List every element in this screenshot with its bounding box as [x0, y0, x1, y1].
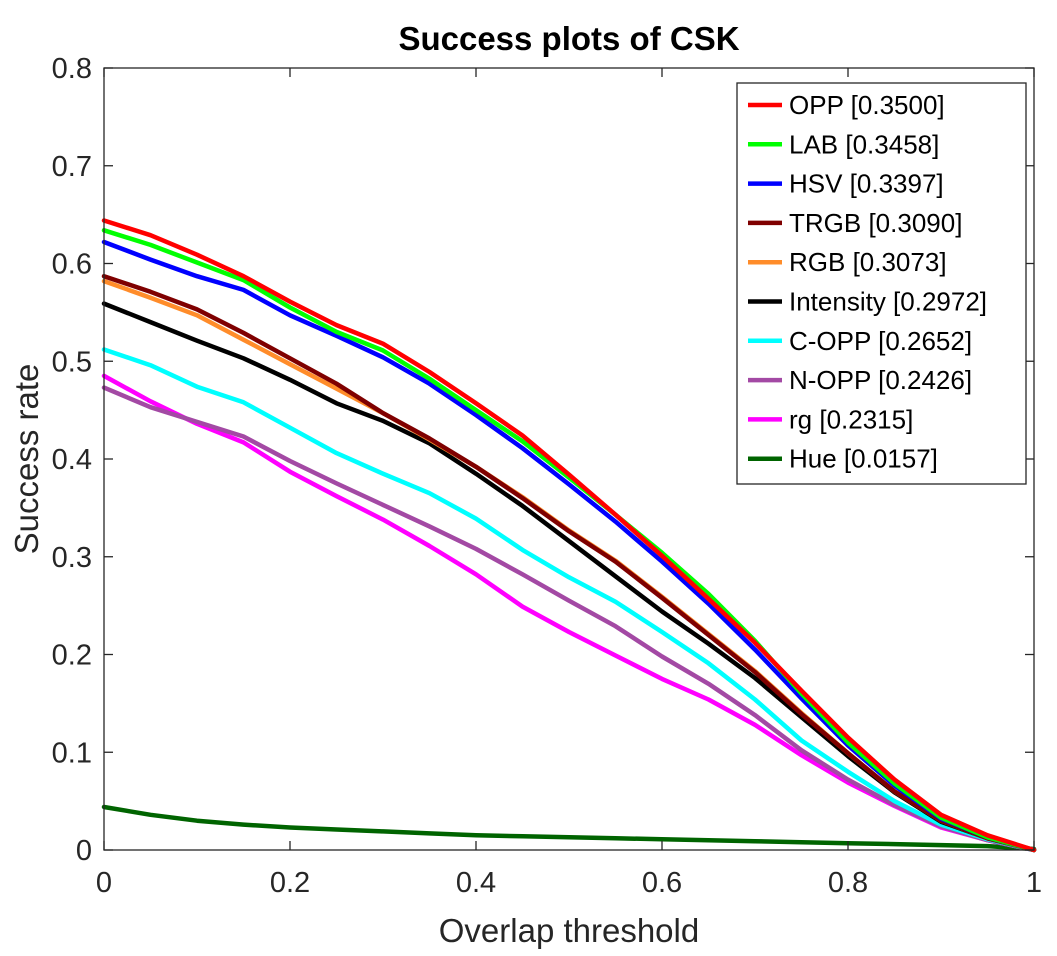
chart-title: Success plots of CSK [398, 20, 739, 57]
series-line-3 [101, 273, 1037, 853]
legend-label-3: TRGB [0.3090] [789, 208, 962, 238]
legend-label-5: Intensity [0.2972] [789, 287, 987, 317]
series-line-9 [101, 804, 1037, 852]
series-line-0 [101, 218, 1037, 853]
x-tick-label: 0.6 [642, 867, 682, 899]
y-tick-label: 0.3 [52, 542, 92, 574]
legend-label-2: HSV [0.3397] [789, 169, 944, 199]
legend-label-7: N-OPP [0.2426] [789, 365, 972, 395]
x-tick-label: 0.2 [270, 867, 310, 899]
y-axis-label: Success rate [8, 364, 45, 555]
legend-label-8: rg [0.2315] [789, 404, 913, 434]
legend-label-1: LAB [0.3458] [789, 129, 939, 159]
x-tick-label: 1 [1026, 867, 1042, 899]
x-tick-label: 0.4 [456, 867, 496, 899]
x-tick-label: 0 [96, 867, 112, 899]
x-axis-label: Overlap threshold [439, 912, 699, 949]
legend-label-6: C-OPP [0.2652] [789, 326, 972, 356]
y-tick-label: 0.6 [52, 249, 92, 281]
legend-box [736, 82, 1027, 485]
y-tick-label: 0 [76, 835, 92, 867]
series-line-6 [101, 347, 1037, 853]
series-layer [101, 218, 1037, 853]
y-tick-label: 0.8 [52, 53, 92, 85]
y-tick-label: 0.2 [52, 640, 92, 672]
y-tick-label: 0.5 [52, 346, 92, 378]
y-tick-label: 0.1 [52, 737, 92, 769]
legend: OPP [0.3500] LAB [0.3458] HSV [0.3397] TRGB… [736, 82, 1027, 485]
x-tick-label: 0.8 [828, 867, 868, 899]
legend-label-4: RGB [0.3073] [789, 247, 947, 277]
legend-label-9: Hue [0.0157] [789, 444, 938, 474]
axes: 0 0.2 0.4 0.6 0.8 1 0 0.1 0.2 0.3 0.4 0.5 0.6 0.7 0.8 [52, 53, 1042, 899]
legend-label-0: OPP [0.3500] [789, 90, 945, 120]
y-tick-label: 0.7 [52, 151, 92, 183]
y-tick-label: 0.4 [52, 444, 92, 476]
series-line-7 [101, 385, 1037, 853]
series-line-1 [101, 228, 1037, 853]
